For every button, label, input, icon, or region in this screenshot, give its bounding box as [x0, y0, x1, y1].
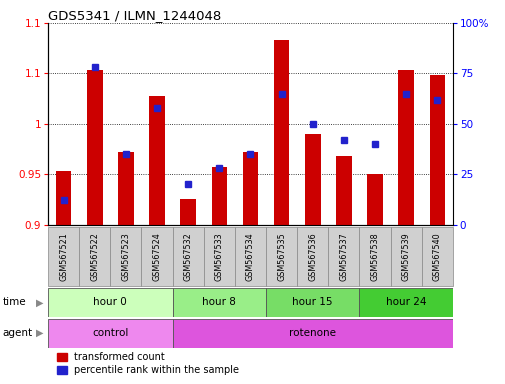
Bar: [305, 134, 320, 225]
Text: GSM567524: GSM567524: [152, 232, 161, 281]
Legend: transformed count, percentile rank within the sample: transformed count, percentile rank withi…: [53, 348, 243, 379]
Bar: [149, 96, 165, 225]
Text: GSM567535: GSM567535: [277, 232, 285, 281]
Bar: [234, 227, 266, 286]
Bar: [172, 227, 204, 286]
Text: GSM567540: GSM567540: [432, 232, 441, 281]
Bar: [266, 227, 296, 286]
Bar: [328, 227, 359, 286]
Text: GSM567533: GSM567533: [215, 232, 223, 281]
Bar: [56, 171, 71, 225]
Text: rotenone: rotenone: [289, 328, 336, 338]
Bar: [79, 227, 110, 286]
Bar: [48, 319, 172, 348]
Text: ▶: ▶: [35, 297, 43, 308]
Bar: [141, 227, 172, 286]
Bar: [118, 152, 133, 225]
Bar: [367, 174, 382, 225]
Text: hour 24: hour 24: [385, 297, 426, 308]
Text: GSM567522: GSM567522: [90, 232, 99, 281]
Bar: [421, 227, 452, 286]
Bar: [359, 288, 452, 317]
Bar: [87, 70, 103, 225]
Bar: [335, 156, 351, 225]
Text: control: control: [92, 328, 128, 338]
Text: GSM567538: GSM567538: [370, 232, 379, 281]
Bar: [180, 199, 195, 225]
Text: GSM567534: GSM567534: [245, 232, 255, 281]
Bar: [296, 227, 328, 286]
Text: hour 15: hour 15: [292, 297, 332, 308]
Text: GSM567536: GSM567536: [308, 232, 317, 281]
Bar: [397, 70, 413, 225]
Bar: [429, 76, 444, 225]
Text: GSM567532: GSM567532: [183, 232, 192, 281]
Bar: [48, 227, 79, 286]
Text: agent: agent: [3, 328, 33, 338]
Bar: [266, 288, 359, 317]
Bar: [242, 152, 258, 225]
Bar: [204, 227, 234, 286]
Bar: [48, 288, 172, 317]
Bar: [211, 167, 227, 225]
Bar: [273, 40, 289, 225]
Text: GSM567521: GSM567521: [59, 232, 68, 281]
Text: GSM567539: GSM567539: [401, 232, 410, 281]
Text: time: time: [3, 297, 26, 308]
Text: hour 8: hour 8: [202, 297, 236, 308]
Text: GSM567537: GSM567537: [339, 232, 348, 281]
Bar: [110, 227, 141, 286]
Text: GSM567523: GSM567523: [121, 232, 130, 281]
Bar: [172, 319, 452, 348]
Bar: [172, 288, 266, 317]
Bar: [390, 227, 421, 286]
Bar: [359, 227, 390, 286]
Text: hour 0: hour 0: [93, 297, 127, 308]
Text: ▶: ▶: [35, 328, 43, 338]
Text: GDS5341 / ILMN_1244048: GDS5341 / ILMN_1244048: [48, 9, 221, 22]
